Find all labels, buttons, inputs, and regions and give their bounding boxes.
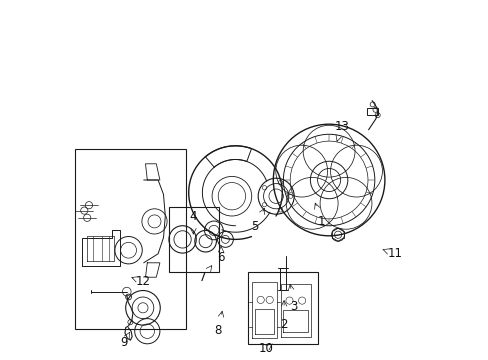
Text: 4: 4 <box>189 210 197 223</box>
Bar <box>279 268 285 290</box>
Text: 3: 3 <box>290 300 297 313</box>
Text: 5: 5 <box>251 220 259 233</box>
Bar <box>168 207 219 272</box>
Text: 1: 1 <box>318 215 325 228</box>
Text: 6: 6 <box>217 251 224 264</box>
Text: 8: 8 <box>214 324 222 337</box>
Text: 7: 7 <box>199 271 206 284</box>
Text: 13: 13 <box>334 120 348 133</box>
Bar <box>247 272 318 344</box>
Bar <box>366 108 377 115</box>
Text: 12: 12 <box>135 275 150 288</box>
Text: 10: 10 <box>258 342 273 355</box>
Text: 2: 2 <box>280 318 287 331</box>
Text: 11: 11 <box>386 247 402 260</box>
Text: 9: 9 <box>120 336 127 349</box>
Bar <box>75 149 186 329</box>
